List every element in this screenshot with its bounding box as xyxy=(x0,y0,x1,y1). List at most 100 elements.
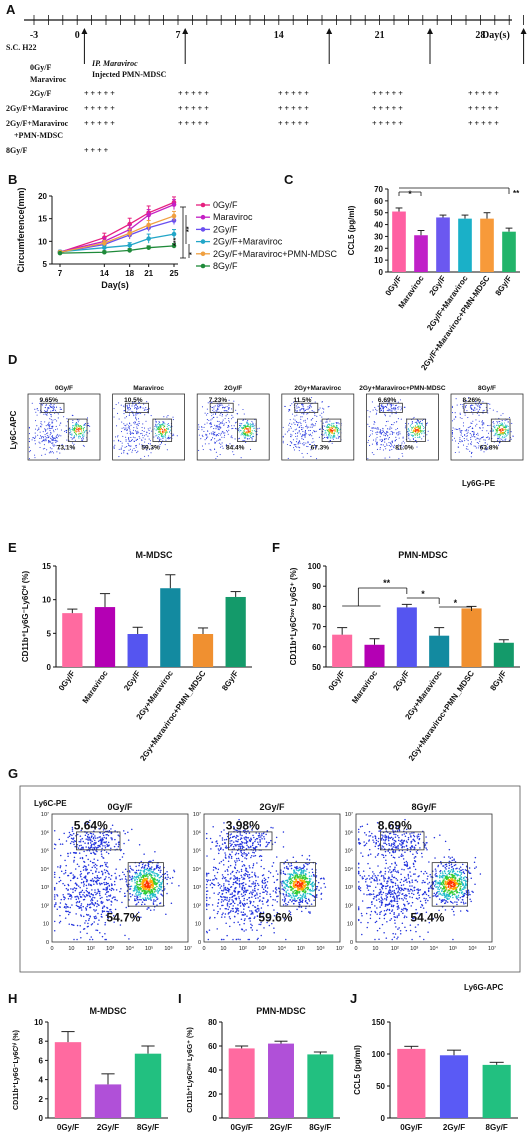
flow-event xyxy=(232,427,234,429)
flow-event xyxy=(157,437,159,439)
flow-event xyxy=(53,843,56,845)
flow-plot-title: 0Gy/F xyxy=(107,802,133,812)
flow-event xyxy=(420,423,422,425)
flow-event xyxy=(242,433,244,435)
flow-event xyxy=(291,423,293,425)
flow-event xyxy=(136,894,138,896)
flow-event xyxy=(312,424,314,426)
flow-event xyxy=(391,427,393,429)
flow-event xyxy=(166,428,168,430)
flow-event xyxy=(56,434,58,437)
flow-event xyxy=(86,932,88,935)
flow-event xyxy=(136,433,138,435)
flow-event xyxy=(412,431,414,433)
flow-event xyxy=(167,415,169,417)
flow-event xyxy=(98,892,101,895)
flow-event xyxy=(34,432,36,434)
flow-event xyxy=(52,439,54,441)
flow-event xyxy=(242,431,244,433)
flow-event xyxy=(148,886,151,889)
flow-event xyxy=(333,422,335,424)
flow-event xyxy=(151,430,153,432)
flow-event xyxy=(96,837,99,839)
flow-event xyxy=(141,432,143,434)
flow-event xyxy=(77,421,79,423)
flow-event xyxy=(167,423,169,425)
y-tick-label: 8 xyxy=(39,1037,44,1046)
flow-event xyxy=(140,873,143,876)
flow-event xyxy=(56,420,58,422)
flow-event xyxy=(334,429,336,431)
flow-event xyxy=(301,416,303,418)
flow-event xyxy=(292,430,294,432)
flow-event xyxy=(107,841,110,844)
flow-event xyxy=(232,451,234,453)
flow-event xyxy=(304,409,306,412)
flow-event xyxy=(390,410,392,412)
flow-event xyxy=(460,403,462,406)
flow-event xyxy=(107,890,110,893)
flow-event xyxy=(391,432,393,434)
flow-event xyxy=(49,434,51,436)
flow-event xyxy=(105,888,107,891)
flow-event xyxy=(72,425,74,427)
flow-event xyxy=(335,424,338,426)
flow-event xyxy=(413,429,416,432)
flow-event xyxy=(160,888,162,891)
flow-event xyxy=(382,407,385,409)
flow-event xyxy=(35,411,37,413)
flow-event xyxy=(106,886,109,888)
flow-event xyxy=(390,442,392,444)
flow-event xyxy=(137,418,140,420)
flow-event xyxy=(237,921,239,923)
flow-event xyxy=(394,407,396,409)
flow-event xyxy=(42,448,44,450)
flow-event xyxy=(377,405,379,407)
gate-percent-top: 9.65% xyxy=(40,397,59,404)
flow-event xyxy=(229,842,231,845)
flow-event xyxy=(52,419,54,421)
flow-event xyxy=(178,885,180,887)
flow-event xyxy=(302,427,304,429)
data-point xyxy=(102,249,107,255)
flow-event xyxy=(246,433,248,435)
flow-event xyxy=(418,427,420,429)
flow-event xyxy=(390,405,392,407)
legend-label: Maraviroc xyxy=(213,212,253,222)
flow-event xyxy=(287,431,289,433)
flow-event xyxy=(148,888,150,890)
flow-event xyxy=(216,455,218,457)
flow-event xyxy=(335,437,337,439)
flow-event xyxy=(499,438,501,440)
flow-event xyxy=(132,436,134,438)
flow-event xyxy=(299,410,301,412)
flow-event xyxy=(91,899,94,902)
flow-event xyxy=(331,425,333,427)
flow-event xyxy=(31,402,33,404)
flow-event xyxy=(395,401,397,403)
flow-event xyxy=(238,880,241,882)
flow-event xyxy=(75,422,77,424)
flow-event xyxy=(408,430,410,432)
flow-event xyxy=(72,891,74,893)
flow-event xyxy=(240,434,242,436)
flow-event xyxy=(326,429,328,431)
flow-event xyxy=(388,437,390,439)
flow-event xyxy=(250,923,252,926)
flow-event xyxy=(223,423,225,425)
flow-event xyxy=(315,430,317,432)
flow-event xyxy=(422,432,424,434)
flow-event xyxy=(211,425,213,427)
flow-event xyxy=(117,440,120,442)
flow-event xyxy=(105,869,108,872)
flow-event xyxy=(59,408,61,410)
flow-event xyxy=(101,847,103,850)
flow-event xyxy=(283,862,285,865)
flow-event xyxy=(58,448,60,450)
flow-event xyxy=(307,892,309,895)
flow-event xyxy=(73,435,75,437)
flow-event xyxy=(82,905,84,908)
flow-event xyxy=(103,841,105,843)
flow-event xyxy=(380,433,382,435)
flow-event xyxy=(86,880,88,883)
